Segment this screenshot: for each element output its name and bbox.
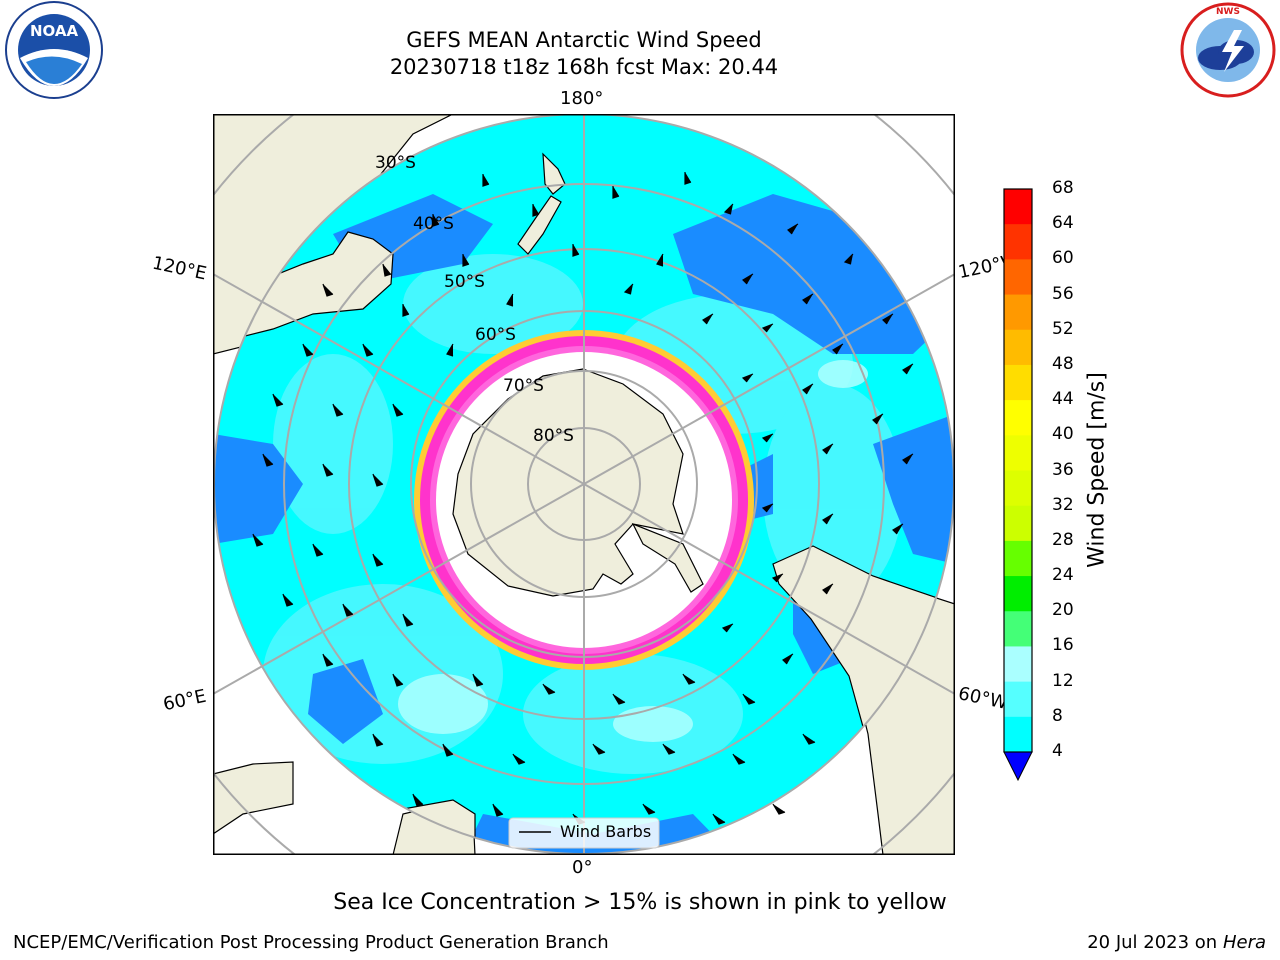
- colorbar-tick-label: 32: [1052, 494, 1074, 515]
- colorbar-band: [1004, 540, 1032, 577]
- colorbar-tick-label: 68: [1052, 178, 1074, 198]
- colorbar-band: [1004, 470, 1032, 507]
- footer-left: NCEP/EMC/Verification Post Processing Pr…: [13, 932, 609, 953]
- colorbar-band: [1004, 329, 1032, 366]
- lon-label-0: 0°: [572, 857, 593, 878]
- colorbar-band: [1004, 716, 1032, 753]
- noaa-logo-text: NOAA: [30, 22, 79, 40]
- wind-barbs: [252, 172, 914, 825]
- polar-map: 30°S 40°S 50°S 60°S 70°S 80°S Wind Barbs: [213, 114, 955, 855]
- colorbar-tick-label: 20: [1052, 600, 1074, 621]
- colorbar-band: [1004, 681, 1032, 718]
- colorbar-tick-label: 12: [1052, 670, 1074, 691]
- lat-label-50s: 50°S: [444, 272, 485, 292]
- footer-right: 20 Jul 2023 on Hera: [1087, 932, 1266, 953]
- colorbar-band: [1004, 611, 1032, 647]
- colorbar-tick-label: 48: [1052, 353, 1074, 374]
- map-legend: Wind Barbs: [508, 817, 660, 849]
- colorbar-band: [1004, 364, 1032, 401]
- colorbar-tick-label: 24: [1052, 565, 1074, 586]
- map-frame: [213, 114, 955, 855]
- colorbar-tick-label: 8: [1052, 705, 1063, 726]
- footer-host: Hera: [1222, 932, 1266, 953]
- colorbar-tick-label: 44: [1052, 389, 1074, 410]
- latitude-labels: 30°S 40°S 50°S 60°S 70°S 80°S: [375, 153, 574, 446]
- colorbar: [1003, 188, 1033, 782]
- colorbar-band: [1004, 400, 1032, 436]
- lat-label-40s: 40°S: [413, 214, 454, 234]
- colorbar-band: [1004, 189, 1032, 225]
- svg-text:NWS: NWS: [1216, 7, 1240, 17]
- colorbar-tick-label: 40: [1052, 424, 1074, 445]
- colorbar-tick-label: 52: [1052, 318, 1074, 339]
- colorbar-band: [1004, 224, 1032, 260]
- colorbar-band: [1004, 505, 1032, 542]
- colorbar-tick-label: 16: [1052, 635, 1074, 656]
- chart-title: GEFS MEAN Antarctic Wind Speed: [406, 28, 762, 52]
- lat-label-70s: 70°S: [503, 376, 544, 396]
- colorbar-band: [1004, 259, 1032, 296]
- nws-logo: NWS: [1176, 2, 1280, 102]
- noaa-logo: NOAA: [2, 0, 106, 104]
- lon-label-60e: 60°E: [161, 685, 208, 716]
- colorbar-tick-label: 36: [1052, 459, 1074, 480]
- colorbar-band: [1004, 646, 1032, 683]
- colorbar-tick-label: 64: [1052, 213, 1074, 234]
- footer-date: 20 Jul 2023 on: [1087, 932, 1223, 953]
- colorbar-tick-label: 60: [1052, 248, 1074, 269]
- caption: Sea Ice Concentration > 15% is shown in …: [333, 890, 947, 915]
- colorbar-band: [1004, 576, 1032, 612]
- lon-label-180: 180°: [560, 88, 604, 109]
- lat-label-80s: 80°S: [533, 426, 574, 446]
- legend-label: Wind Barbs: [560, 822, 651, 841]
- colorbar-band: [1004, 294, 1032, 331]
- chart-subtitle: 20230718 t18z 168h fcst Max: 20.44: [389, 55, 779, 79]
- lat-label-30s: 30°S: [375, 153, 416, 173]
- lat-label-60s: 60°S: [475, 325, 516, 345]
- colorbar-label: Wind Speed [m/s]: [1084, 372, 1110, 568]
- colorbar-tick-label: 56: [1052, 283, 1074, 304]
- colorbar-tick-label: 28: [1052, 529, 1074, 550]
- colorbar-band: [1004, 435, 1032, 471]
- lon-label-120e: 120°E: [150, 252, 209, 285]
- colorbar-tick-label: 4: [1052, 741, 1063, 761]
